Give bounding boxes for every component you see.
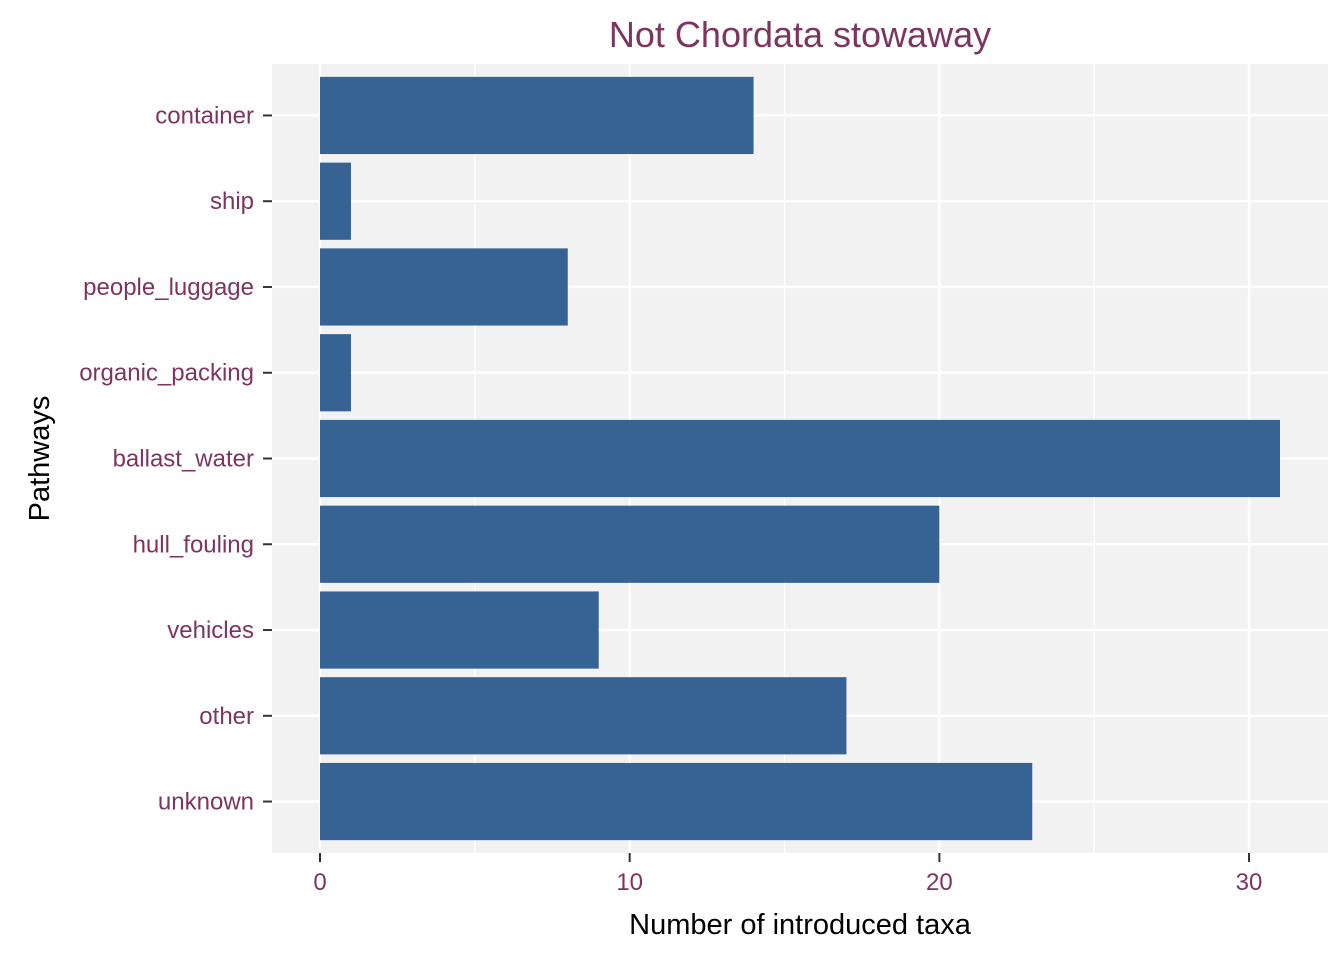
x-tick-label: 30 xyxy=(1236,869,1263,896)
bar-organic_packing xyxy=(320,334,351,412)
bar-people_luggage xyxy=(320,248,568,326)
y-tick-label: ballast_water xyxy=(113,446,254,473)
y-tick-label: vehicles xyxy=(167,617,254,644)
chart-title: Not Chordata stowaway xyxy=(609,14,991,55)
bar-unknown xyxy=(320,762,1033,841)
y-tick-label: organic_packing xyxy=(79,360,254,387)
y-axis: container ship people_luggage organic_packi… xyxy=(79,102,272,816)
y-tick-label: container xyxy=(155,102,254,129)
x-axis-title: Number of introduced taxa xyxy=(629,909,972,941)
x-axis: 0 10 20 30 xyxy=(313,853,1262,896)
bar-ballast_water xyxy=(320,419,1280,498)
bars xyxy=(320,76,1280,841)
y-tick-label: hull_fouling xyxy=(133,531,254,558)
bar-container xyxy=(320,76,754,155)
bar-hull_fouling xyxy=(320,505,940,583)
y-tick-label: people_luggage xyxy=(83,274,254,301)
y-tick-label: ship xyxy=(210,188,254,215)
bar-other xyxy=(320,677,847,755)
y-tick-label: other xyxy=(199,703,254,730)
y-axis-title: Pathways xyxy=(24,396,56,522)
y-tick-label: unknown xyxy=(158,789,254,816)
bar-ship xyxy=(320,162,351,240)
x-tick-label: 10 xyxy=(616,869,643,896)
x-tick-label: 20 xyxy=(926,869,953,896)
bar-vehicles xyxy=(320,591,599,669)
x-tick-label: 0 xyxy=(313,869,326,896)
